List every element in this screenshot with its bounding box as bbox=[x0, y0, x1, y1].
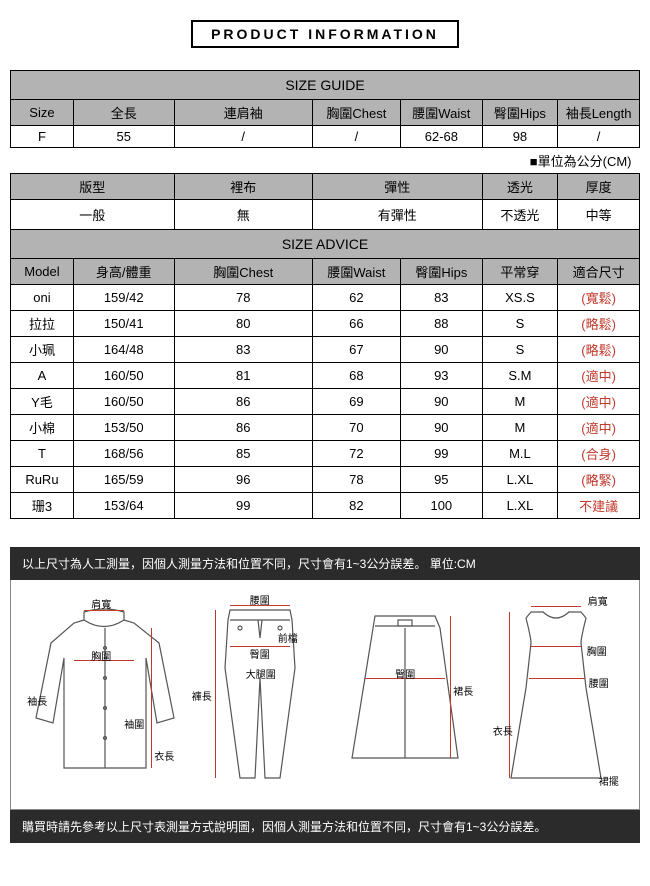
adv-col: 腰圍Waist bbox=[312, 259, 400, 285]
size-advice-header: SIZE ADVICE bbox=[11, 230, 640, 259]
adv-col: 胸圍Chest bbox=[174, 259, 312, 285]
fit-cell: (略鬆) bbox=[558, 337, 640, 363]
fit-cell: (適中) bbox=[558, 415, 640, 441]
sg-col: 臀圍Hips bbox=[482, 100, 557, 126]
fit-cell: (適中) bbox=[558, 363, 640, 389]
fit-cell: (寬鬆) bbox=[558, 285, 640, 311]
pants-diagram: 腰圍 前檔 臀圍 大腿圍 褲長 bbox=[200, 598, 320, 788]
advice-row: 拉拉150/41806688S(略鬆) bbox=[11, 311, 640, 337]
adv-col: 臀圍Hips bbox=[400, 259, 482, 285]
fit-cell: 不建議 bbox=[558, 493, 640, 519]
note-banner-top: 以上尺寸為人工測量，因個人測量方法和位置不同，尺寸會有1~3公分誤差。 單位:C… bbox=[10, 547, 640, 580]
sg-col: 連肩袖 bbox=[174, 100, 312, 126]
advice-row: RuRu165/59967895L.XL(略緊) bbox=[11, 467, 640, 493]
fabric-col: 裡布 bbox=[174, 174, 312, 200]
adv-col: 身高/體重 bbox=[73, 259, 174, 285]
sg-col: 全長 bbox=[73, 100, 174, 126]
fabric-col: 厚度 bbox=[558, 174, 640, 200]
skirt-diagram: 臀圍 裙長 bbox=[340, 598, 470, 788]
fit-cell: (略緊) bbox=[558, 467, 640, 493]
sg-col: Size bbox=[11, 100, 74, 126]
advice-row: Y毛160/50866990M(適中) bbox=[11, 389, 640, 415]
advice-row: A160/50816893S.M(適中) bbox=[11, 363, 640, 389]
unit-note: ■單位為公分(CM) bbox=[11, 148, 640, 174]
advice-row: T168/56857299M.L(合身) bbox=[11, 441, 640, 467]
advice-row: 小珮164/48836790S(略鬆) bbox=[11, 337, 640, 363]
shirt-diagram: 肩寬 胸圍 袖長 袖圍 衣長 bbox=[29, 598, 179, 788]
adv-col: 平常穿 bbox=[482, 259, 557, 285]
sg-col: 袖長Length bbox=[558, 100, 640, 126]
fabric-col: 彈性 bbox=[312, 174, 482, 200]
advice-row: 珊3153/649982100L.XL不建議 bbox=[11, 493, 640, 519]
sg-col: 腰圍Waist bbox=[400, 100, 482, 126]
dress-diagram: 肩寬 胸圍 腰圍 衣長 裙擺 bbox=[491, 598, 621, 793]
size-guide-table: SIZE GUIDE Size 全長 連肩袖 胸圍Chest 腰圍Waist 臀… bbox=[10, 70, 640, 519]
fabric-row: 一般 無 有彈性 不透光 中等 bbox=[11, 200, 640, 230]
measurement-diagram: 肩寬 胸圍 袖長 袖圍 衣長 腰圍 前檔 臀圍 大腿圍 bbox=[10, 580, 640, 810]
adv-col: 適合尺寸 bbox=[558, 259, 640, 285]
adv-col: Model bbox=[11, 259, 74, 285]
note-banner-bottom: 購買時請先參考以上尺寸表測量方式說明圖，因個人測量方法和位置不同，尺寸會有1~3… bbox=[10, 810, 640, 843]
page-title: PRODUCT INFORMATION bbox=[191, 20, 459, 48]
fit-cell: (適中) bbox=[558, 389, 640, 415]
size-guide-header: SIZE GUIDE bbox=[11, 71, 640, 100]
sg-row: F 55 / / 62-68 98 / bbox=[11, 126, 640, 148]
advice-row: 小棉153/50867090M(適中) bbox=[11, 415, 640, 441]
fit-cell: (略鬆) bbox=[558, 311, 640, 337]
sg-col: 胸圍Chest bbox=[312, 100, 400, 126]
fit-cell: (合身) bbox=[558, 441, 640, 467]
fabric-col: 透光 bbox=[482, 174, 557, 200]
fabric-col: 版型 bbox=[11, 174, 175, 200]
advice-row: oni159/42786283XS.S(寬鬆) bbox=[11, 285, 640, 311]
